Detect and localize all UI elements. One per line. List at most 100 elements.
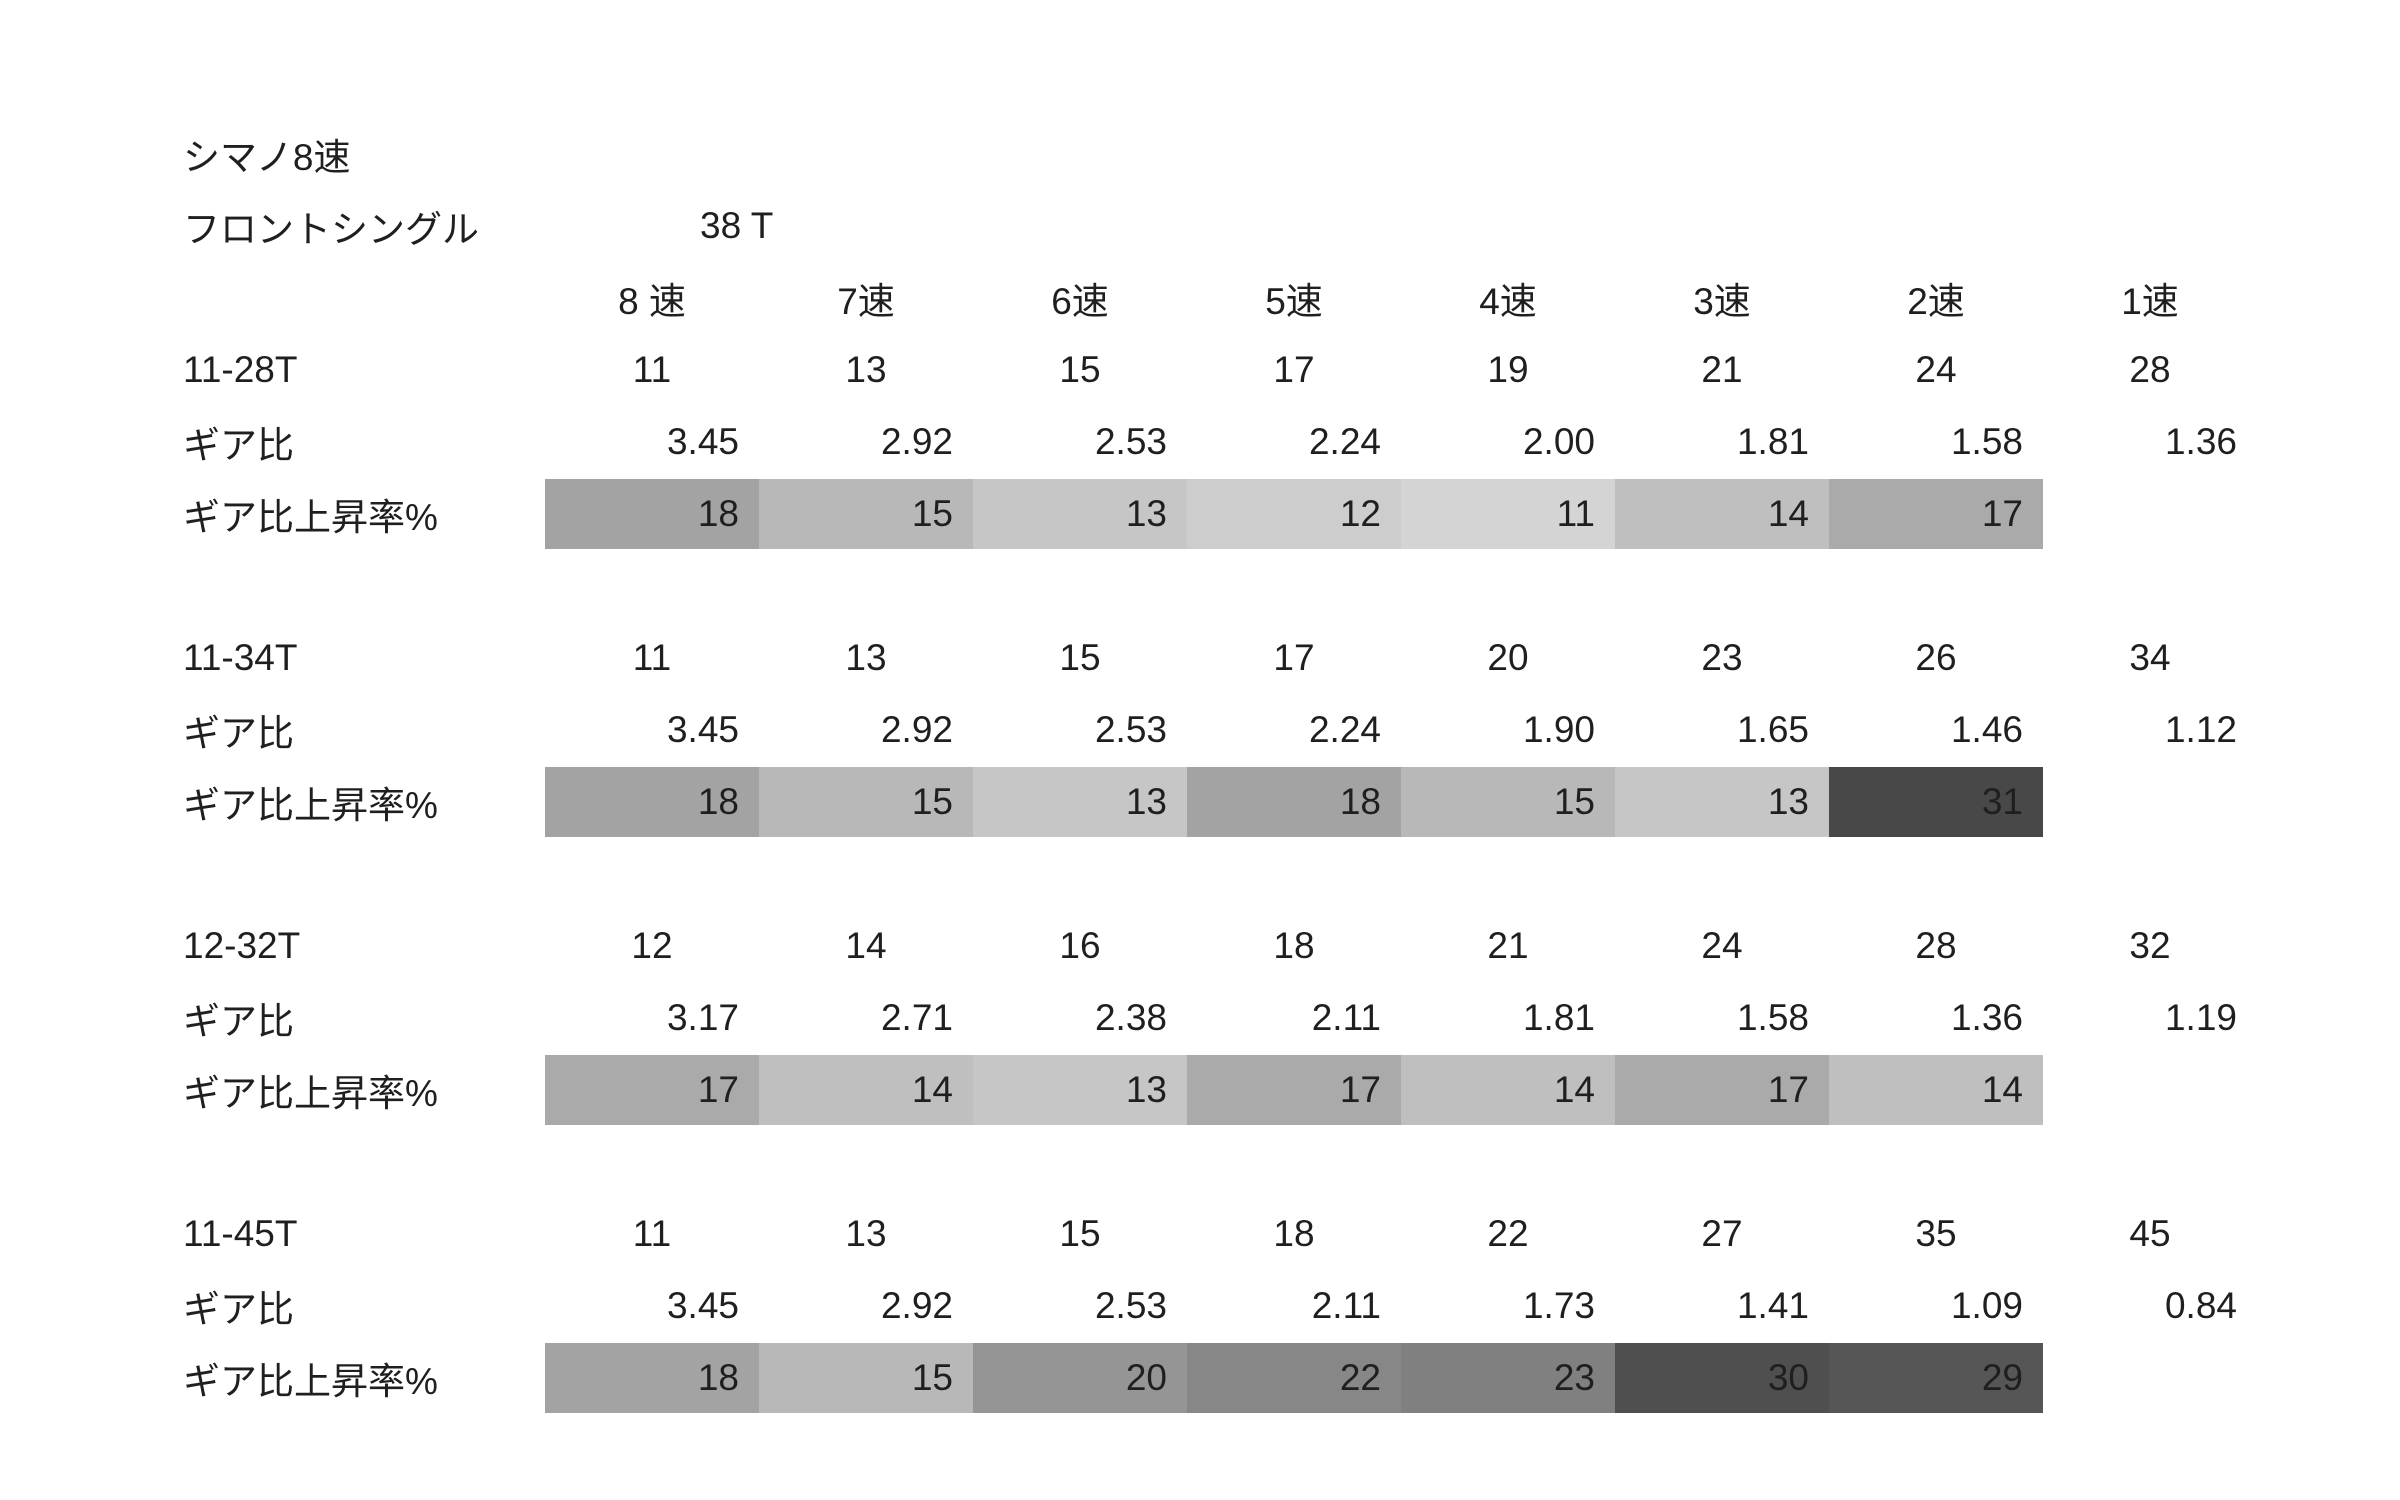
gear-ratio-label: ギア比 (183, 1289, 294, 1330)
gear-ratio-value: 1.36 (1950, 997, 2023, 1038)
rise-rate-cell: 20 (973, 1343, 1187, 1413)
cassette-name: 11-28T (183, 349, 298, 390)
cassette-cogs-row: 11-28T 11 13 15 17 19 21 24 28 (183, 334, 2257, 406)
gear-ratio-value: 2.38 (1094, 997, 1167, 1038)
rise-rate-cell: 15 (1401, 767, 1615, 837)
gear-ratio-value: 1.41 (1736, 1285, 1809, 1326)
cassette-name: 11-34T (183, 637, 298, 678)
rise-rate-cell: 15 (759, 1343, 973, 1413)
cassette-name: 12-32T (183, 925, 301, 966)
cog-teeth-value: 17 (1273, 637, 1315, 678)
cog-teeth-value: 15 (1059, 1213, 1101, 1254)
speed-header-row: 8 速 7速 6速 5速 4速 3速 2速 1速 (183, 262, 2257, 334)
rise-rate-cell: 31 (1829, 767, 2043, 837)
rise-rate-label: ギア比上昇率% (183, 1073, 438, 1114)
gear-ratio-value: 2.53 (1094, 709, 1167, 750)
gear-ratio-value: 2.71 (880, 997, 953, 1038)
rise-rate-cell: 13 (973, 767, 1187, 837)
row-spacer (183, 550, 2257, 622)
gear-ratio-value: 1.19 (2164, 997, 2237, 1038)
rise-rate-cell: 18 (545, 479, 759, 549)
rise-rate-label: ギア比上昇率% (183, 785, 438, 826)
gear-ratio-value: 1.65 (1736, 709, 1809, 750)
rise-rate-cell: 14 (1615, 479, 1829, 549)
cog-teeth-value: 35 (1915, 1213, 1957, 1254)
cog-teeth-value: 19 (1487, 349, 1529, 390)
speed-column-header: 3速 (1693, 281, 1751, 322)
gear-ratio-value: 1.73 (1522, 1285, 1595, 1326)
gear-ratio-value: 3.45 (666, 709, 739, 750)
cog-teeth-value: 21 (1487, 925, 1529, 966)
rise-rate-cell: 30 (1615, 1343, 1829, 1413)
cog-teeth-value: 14 (845, 925, 887, 966)
gear-ratio-value: 1.58 (1950, 421, 2023, 462)
cog-teeth-value: 21 (1701, 349, 1743, 390)
rise-rate-cell: 15 (759, 767, 973, 837)
rise-rate-cell: 14 (1829, 1055, 2043, 1125)
rise-rate-cell: 15 (759, 479, 973, 549)
gear-ratio-value: 2.92 (880, 1285, 953, 1326)
cog-teeth-value: 27 (1701, 1213, 1743, 1254)
rise-rate-cell: 17 (1187, 1055, 1401, 1125)
rise-rate-cell: 14 (759, 1055, 973, 1125)
cog-teeth-value: 45 (2129, 1213, 2171, 1254)
gear-ratio-row: ギア比 3.45 2.92 2.53 2.11 1.73 1.41 1.09 0… (183, 1270, 2257, 1342)
cassette-cogs-row: 11-45T 11 13 15 18 22 27 35 45 (183, 1198, 2257, 1270)
gear-ratio-value: 1.36 (2164, 421, 2237, 462)
gear-ratio-value: 2.53 (1094, 1285, 1167, 1326)
cog-teeth-value: 24 (1701, 925, 1743, 966)
rise-rate-cell: 29 (1829, 1343, 2043, 1413)
speed-column-header: 8 速 (618, 281, 686, 322)
cog-teeth-value: 13 (845, 349, 887, 390)
sheet-title: シマノ8速 (183, 137, 351, 178)
rise-rate-cell: 13 (973, 1055, 1187, 1125)
cog-teeth-value: 32 (2129, 925, 2171, 966)
cog-teeth-value: 23 (1701, 637, 1743, 678)
rise-rate-cell: 23 (1401, 1343, 1615, 1413)
gear-ratio-row: ギア比 3.45 2.92 2.53 2.24 2.00 1.81 1.58 1… (183, 406, 2257, 478)
cog-teeth-value: 16 (1059, 925, 1101, 966)
gear-ratio-value: 2.24 (1308, 421, 1381, 462)
rise-rate-cell: 17 (545, 1055, 759, 1125)
gear-ratio-value: 1.58 (1736, 997, 1809, 1038)
cog-teeth-value: 15 (1059, 349, 1101, 390)
rise-rate-cell: 18 (545, 767, 759, 837)
gear-ratio-value: 1.12 (2164, 709, 2237, 750)
rise-rate-label: ギア比上昇率% (183, 1361, 438, 1402)
gear-ratio-value: 2.11 (1311, 997, 1381, 1038)
gear-ratio-value: 2.92 (880, 421, 953, 462)
rise-rate-cell: 17 (1829, 479, 2043, 549)
row-spacer (183, 1126, 2257, 1198)
rise-rate-cell: 22 (1187, 1343, 1401, 1413)
gear-ratio-sheet: シマノ8速 フロントシングル 38 T 8 速 7速 6速 5速 4速 3速 2… (183, 118, 2257, 1414)
cog-teeth-value: 17 (1273, 349, 1315, 390)
gear-ratio-row: ギア比 3.45 2.92 2.53 2.24 1.90 1.65 1.46 1… (183, 694, 2257, 766)
cog-teeth-value: 15 (1059, 637, 1101, 678)
cog-teeth-value: 11 (632, 1213, 672, 1254)
gear-ratio-row: ギア比 3.17 2.71 2.38 2.11 1.81 1.58 1.36 1… (183, 982, 2257, 1054)
rise-rate-row: ギア比上昇率% 18 15 13 18 15 13 31 (183, 766, 2257, 838)
gear-ratio-value: 1.81 (1736, 421, 1809, 462)
gear-ratio-value: 0.84 (2164, 1285, 2237, 1326)
subtitle-row: フロントシングル 38 T (183, 190, 2257, 262)
cog-teeth-value: 34 (2129, 637, 2171, 678)
cog-teeth-value: 18 (1273, 1213, 1315, 1254)
rise-rate-cell: 11 (1401, 479, 1615, 549)
speed-column-header: 1速 (2121, 281, 2179, 322)
cassette-cogs-row: 11-34T 11 13 15 17 20 23 26 34 (183, 622, 2257, 694)
gear-ratio-label: ギア比 (183, 425, 294, 466)
cog-teeth-value: 13 (845, 1213, 887, 1254)
rise-rate-cell: 13 (1615, 767, 1829, 837)
cog-teeth-value: 28 (2129, 349, 2171, 390)
rise-rate-row: ギア比上昇率% 17 14 13 17 14 17 14 (183, 1054, 2257, 1126)
cog-teeth-value: 11 (632, 349, 672, 390)
speed-column-header: 4速 (1479, 281, 1537, 322)
front-single-label: フロントシングル (183, 209, 479, 250)
gear-ratio-value: 1.09 (1950, 1285, 2023, 1326)
gear-ratio-label: ギア比 (183, 713, 294, 754)
gear-ratio-value: 1.90 (1522, 709, 1595, 750)
gear-ratio-value: 3.17 (666, 997, 739, 1038)
cog-teeth-value: 26 (1915, 637, 1957, 678)
gear-ratio-label: ギア比 (183, 1001, 294, 1042)
gear-ratio-value: 3.45 (666, 421, 739, 462)
